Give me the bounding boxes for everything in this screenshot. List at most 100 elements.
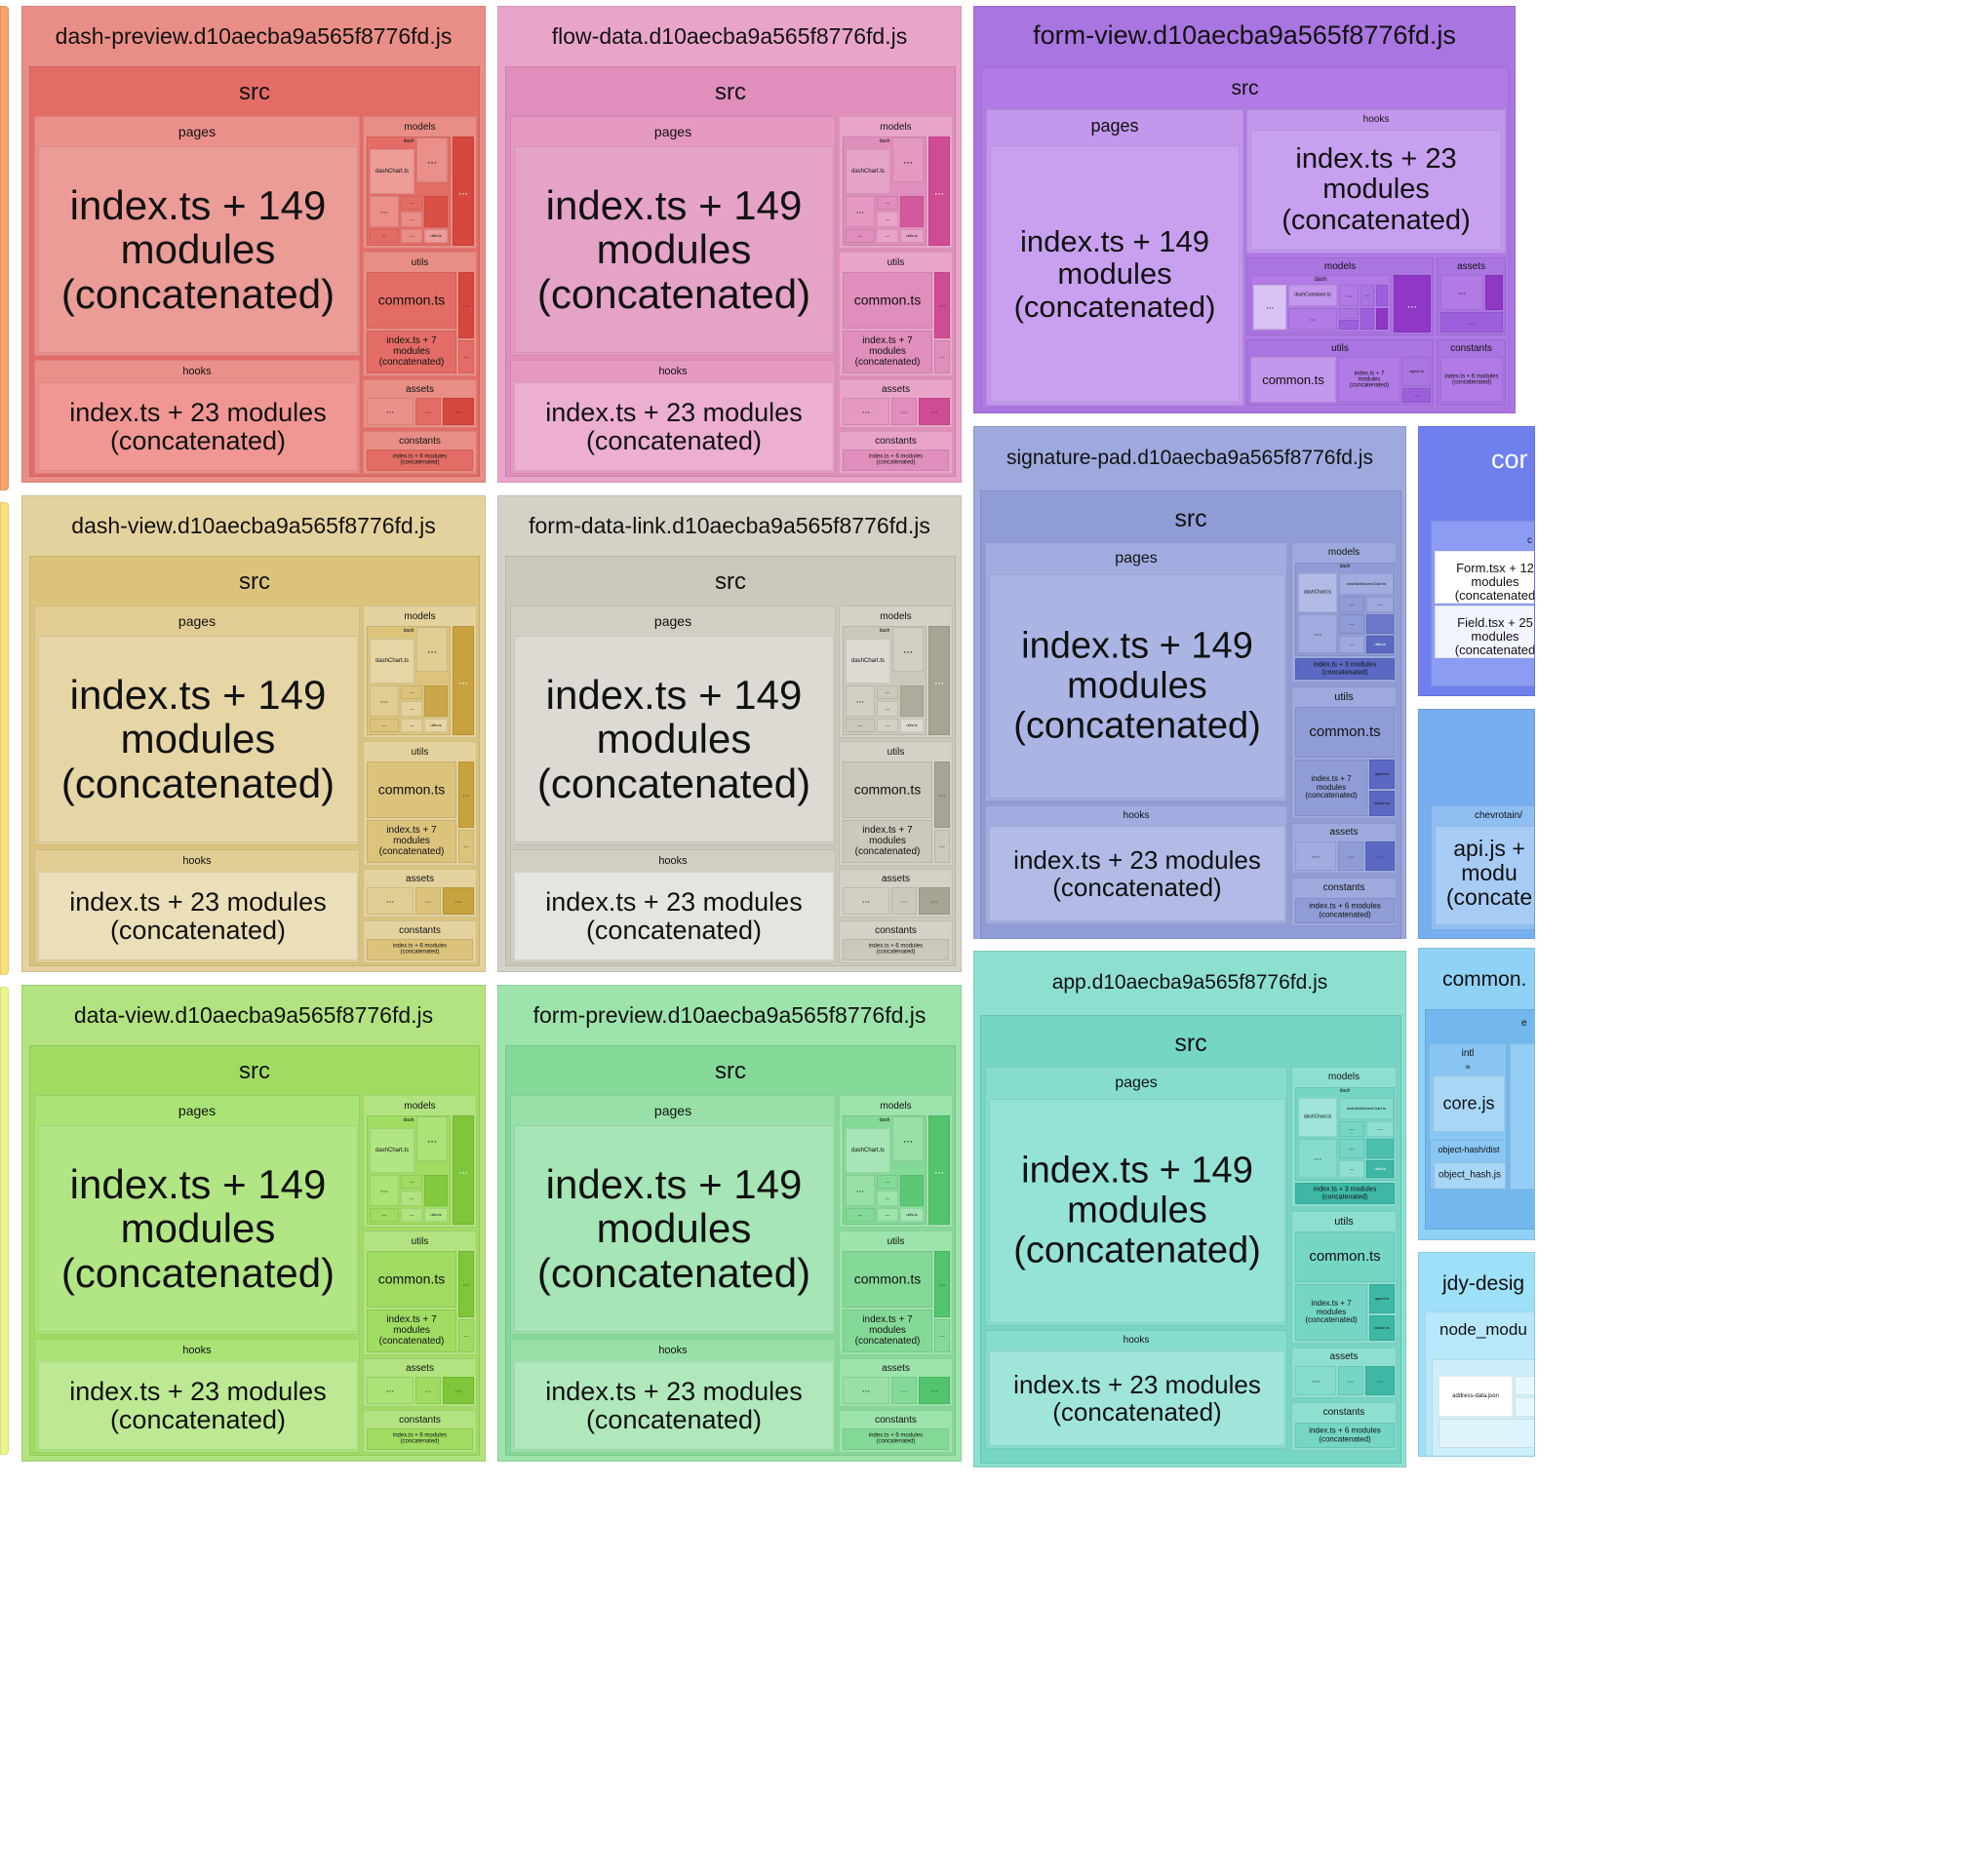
module-asset[interactable]: ... <box>843 887 889 915</box>
module-dashmulti[interactable]: dashMultiAxesChart.ts <box>1339 573 1394 595</box>
folder-assets[interactable]: assets ... ... ... <box>839 1358 953 1407</box>
module-dashchart[interactable]: dashChart.ts <box>846 149 890 194</box>
module-hooks-index[interactable]: index.ts + 23 modules (concatenated) <box>989 1350 1285 1446</box>
module-pages-index[interactable]: index.ts + 149 modules (concatenated) <box>989 574 1285 799</box>
module-pages-index[interactable]: index.ts + 149 modules (concatenated) <box>514 146 834 353</box>
module-utils-other[interactable]: ... <box>458 762 474 828</box>
module-dash-item[interactable] <box>1376 308 1388 330</box>
folder-hooks[interactable]: hooks index.ts + 23 modules (concatenate… <box>985 1330 1287 1449</box>
module-utils-other[interactable]: ... <box>934 1251 950 1317</box>
module-dash-item[interactable]: ... <box>877 685 898 699</box>
module-dashchart[interactable]: dashChart.ts <box>1298 573 1337 612</box>
module-models-other[interactable]: ... <box>928 626 950 735</box>
module-dashchart[interactable]: dashChart.ts <box>846 1128 890 1173</box>
module-dash-item[interactable]: ... <box>1298 614 1337 653</box>
module-dash-item[interactable]: ... <box>1339 285 1359 306</box>
module-models-index[interactable]: index.ts + 3 modules (concatenated) <box>1295 1183 1395 1204</box>
module-dash-item[interactable]: ... <box>846 719 875 732</box>
module-dashchart[interactable]: dashChart.ts <box>846 639 890 684</box>
module-asset[interactable]: ... <box>919 1377 950 1404</box>
module-dash-item[interactable]: ... <box>401 701 422 717</box>
module-utils-index[interactable]: index.ts + 7 modules (concatenated) <box>367 331 456 373</box>
folder-object-hash-dist[interactable]: object-hash/dist object_hash.js <box>1430 1140 1506 1189</box>
chunk-cor[interactable]: cor c Form.tsx + 12 modules (concatenate… <box>1418 426 1535 696</box>
module-dash-item[interactable]: ... <box>877 212 898 227</box>
module-asset[interactable]: ... <box>367 398 414 425</box>
module-agent[interactable]: agent.ts <box>1369 760 1395 789</box>
folder-dash[interactable]: dash dashChart.ts ... ... ... ... ... ..… <box>367 626 451 735</box>
module-pages-index[interactable]: index.ts + 149 modules (concatenated) <box>514 1125 834 1332</box>
module-asset[interactable]: ... <box>1440 312 1503 332</box>
module-dashchart[interactable]: dashChart.ts <box>370 1128 414 1173</box>
folder-src[interactable]: src pages index.ts + 149 modules (concat… <box>29 556 480 966</box>
module-pages-index[interactable]: index.ts + 149 modules (concatenated) <box>514 636 834 842</box>
folder-src[interactable]: src pages index.ts + 149 modules (concat… <box>980 1015 1401 1464</box>
chunk-frame[interactable]: dash-view.d10aecba9a565f8776fd.js src pa… <box>21 495 486 972</box>
module-asset[interactable]: ... <box>367 887 414 915</box>
module-pages-index[interactable]: index.ts + 149 modules (concatenated) <box>990 145 1240 403</box>
module-dash-item[interactable]: ... <box>846 229 875 243</box>
folder-dash[interactable]: dash dashChart.ts ... ... ... ... ... ..… <box>843 137 927 246</box>
module-hooks-index[interactable]: index.ts + 23 modules (concatenated) <box>514 382 834 471</box>
module-utils-other[interactable]: ... <box>458 1319 474 1352</box>
module-hooks-index[interactable]: index.ts + 23 modules (concatenated) <box>1250 130 1502 251</box>
folder-assets[interactable]: assets ... ... ... <box>1291 823 1397 874</box>
module-dash-item[interactable]: ... <box>416 627 448 672</box>
module-asset[interactable]: ... <box>1295 1366 1336 1395</box>
folder-hooks[interactable]: hooks index.ts + 23 modules (concatenate… <box>34 360 360 474</box>
module-utils-other[interactable]: ... <box>458 830 474 863</box>
module-asset[interactable]: ... <box>443 887 474 915</box>
folder-assets[interactable]: assets ... ... ... <box>1291 1348 1397 1398</box>
module-lodash[interactable]: lodash.ts <box>1369 791 1395 816</box>
module-dash-item[interactable]: ... <box>416 1116 448 1161</box>
folder-src[interactable]: src pages index.ts + 149 modules (concat… <box>505 1045 956 1456</box>
module-dash-item[interactable]: ... <box>370 1175 399 1206</box>
module-dash-item[interactable]: ... <box>1339 1121 1364 1137</box>
module-dash-item[interactable] <box>1339 308 1359 319</box>
chunk-chevrotain-api[interactable]: chevrotain/ api.js + modu (concate <box>1418 709 1535 939</box>
module-asset[interactable] <box>1485 275 1503 310</box>
folder-dash[interactable]: dash dashChart.ts ... ... ... ... ... ..… <box>843 626 927 735</box>
module-models-other[interactable]: ... <box>453 137 474 246</box>
module-common[interactable]: common.ts <box>367 1251 456 1308</box>
folder-pages[interactable]: pages index.ts + 149 modules (concatenat… <box>985 1067 1287 1326</box>
module-dash-item[interactable] <box>1361 308 1374 330</box>
folder-utils[interactable]: utils common.ts index.ts + 7 modules (co… <box>1291 686 1397 819</box>
module-dash-item[interactable] <box>424 1175 448 1206</box>
module-dash-item[interactable] <box>1366 1139 1394 1158</box>
module-other[interactable] <box>1515 1376 1534 1395</box>
module-asset[interactable]: ... <box>891 887 917 915</box>
module-utilsts[interactable]: utils.ts <box>900 1208 924 1222</box>
folder-chevrotain[interactable]: chevrotain/ api.js + modu (concate <box>1431 805 1534 930</box>
module-common[interactable]: common.ts <box>843 272 932 329</box>
chunk-form-view[interactable]: form-view.d10aecba9a565f8776fd.js src pa… <box>973 6 1516 413</box>
module-utils-index[interactable]: index.ts + 7 modules (concatenated) <box>1295 1284 1367 1341</box>
module-models-other[interactable]: ... <box>928 1115 950 1225</box>
module-constants-index[interactable]: index.ts + 6 modules (concatenated) <box>1440 357 1503 403</box>
module-utils-other[interactable]: ... <box>458 340 474 373</box>
module-dash-item[interactable]: ... <box>370 719 399 732</box>
module-utilsts[interactable]: utils.ts <box>424 1208 448 1222</box>
folder-pages[interactable]: pages index.ts + 149 modules (concatenat… <box>986 109 1243 406</box>
folder-dash[interactable]: dash dashChart.ts dashMultiAxesChart.ts … <box>1295 563 1395 656</box>
module-dash-item[interactable]: ... <box>401 229 422 243</box>
module-agent[interactable]: agent.ts <box>1369 1284 1395 1313</box>
module-utils-other[interactable]: ... <box>934 340 950 373</box>
module-dash-item[interactable]: ... <box>401 719 422 732</box>
module-common[interactable]: common.ts <box>843 762 932 818</box>
folder-utils[interactable]: utils common.ts index.ts + 7 modules (co… <box>363 252 477 376</box>
module-models-index[interactable]: index.ts + 3 modules (concatenated) <box>1295 658 1395 680</box>
folder-pages[interactable]: pages index.ts + 149 modules (concatenat… <box>34 116 360 356</box>
folder-models[interactable]: models dash dashChart.ts ... ... ... ...… <box>839 606 953 738</box>
folder-utils[interactable]: utils common.ts index.ts + 7 modules (co… <box>839 252 953 376</box>
module-agent[interactable]: agent.ts <box>1402 357 1431 386</box>
module-dash-item[interactable]: ... <box>401 196 422 210</box>
module-pages-index[interactable]: index.ts + 149 modules (concatenated) <box>38 636 358 842</box>
module-dash-item[interactable]: ... <box>877 229 898 243</box>
folder-src[interactable]: src pages index.ts + 149 modules (concat… <box>505 556 956 966</box>
folder-hooks[interactable]: hooks index.ts + 23 modules (concatenate… <box>510 849 836 963</box>
module-dash-item[interactable]: ... <box>892 137 924 182</box>
module-dash-item[interactable] <box>900 1175 924 1206</box>
folder-src[interactable]: src pages index.ts + 149 modules (concat… <box>981 67 1509 409</box>
module-asset[interactable]: ... <box>415 398 441 425</box>
